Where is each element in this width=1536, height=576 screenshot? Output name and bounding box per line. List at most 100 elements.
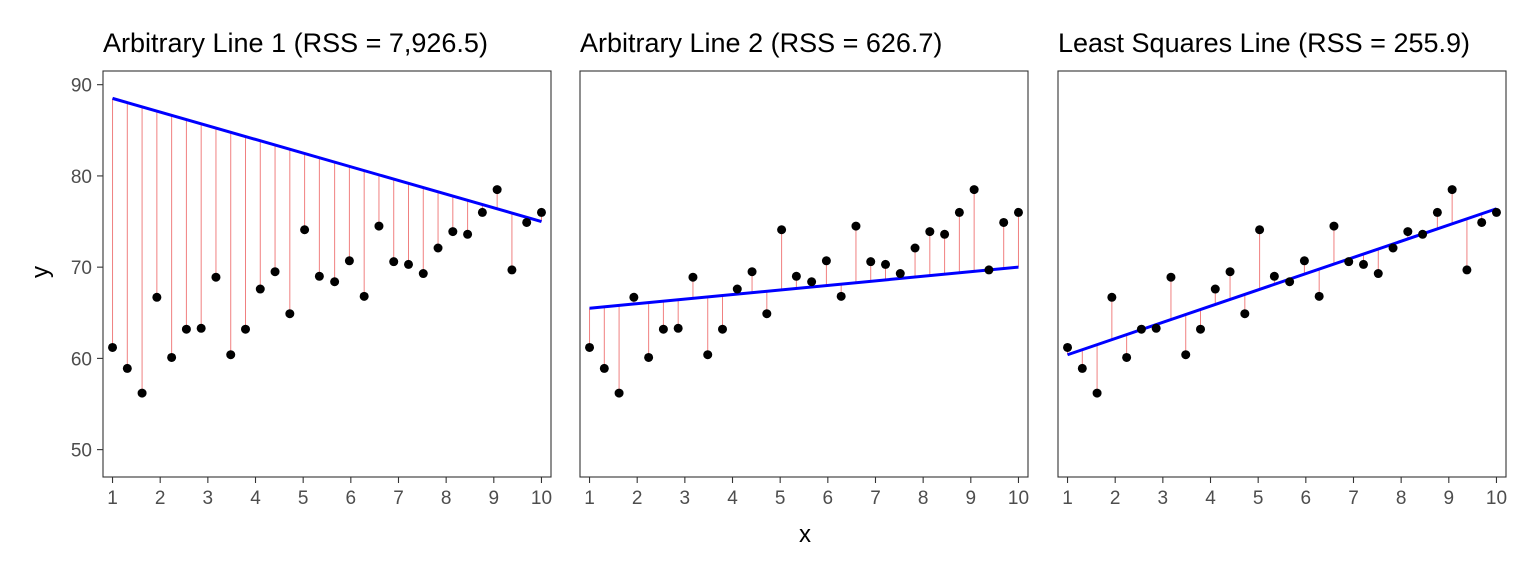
data-point: [1013, 207, 1023, 217]
data-point: [211, 272, 221, 282]
data-point: [629, 292, 639, 302]
data-point: [673, 323, 683, 333]
data-point: [718, 324, 728, 334]
data-point: [1285, 277, 1295, 287]
x-tick-label: 9: [489, 488, 500, 509]
data-point: [747, 267, 757, 277]
x-tick-label: 8: [441, 488, 452, 509]
data-point: [1418, 229, 1428, 239]
data-point: [1181, 350, 1191, 360]
data-point: [477, 207, 487, 217]
data-point: [1269, 271, 1279, 281]
x-tick-label: 4: [1205, 488, 1216, 509]
x-tick-label: 8: [918, 488, 929, 509]
data-point: [314, 271, 324, 281]
x-tick-label: 7: [393, 488, 404, 509]
data-point: [984, 265, 994, 275]
data-point: [1136, 324, 1146, 334]
data-point: [403, 259, 413, 269]
data-point: [1077, 363, 1087, 373]
data-point: [821, 256, 831, 266]
data-point: [658, 324, 668, 334]
data-point: [969, 185, 979, 195]
data-point: [463, 229, 473, 239]
x-axis-title: x: [799, 521, 811, 548]
y-tick-label: 70: [71, 258, 92, 279]
data-point: [1255, 225, 1265, 235]
data-point: [585, 342, 595, 352]
data-point: [1225, 267, 1235, 277]
data-point: [226, 350, 236, 360]
x-tick-label: 3: [203, 488, 214, 509]
data-point: [1403, 227, 1413, 237]
x-tick-label: 6: [1301, 488, 1312, 509]
data-point: [1447, 185, 1457, 195]
data-point: [108, 342, 118, 352]
panel-border: [102, 70, 552, 478]
data-point: [614, 388, 624, 398]
data-point: [1314, 291, 1324, 301]
data-point: [300, 225, 310, 235]
data-point: [536, 207, 546, 217]
data-point: [389, 257, 399, 267]
data-point: [1122, 352, 1132, 362]
data-point: [1166, 272, 1176, 282]
data-point: [1491, 207, 1501, 217]
panel-title: Arbitrary Line 1 (RSS = 7,926.5): [103, 28, 488, 58]
x-tick-label: 10: [1008, 488, 1029, 509]
x-tick-label: 2: [155, 488, 166, 509]
y-axis-title: y: [27, 266, 54, 278]
data-point: [374, 221, 384, 231]
data-point: [522, 217, 532, 227]
data-point: [1196, 324, 1206, 334]
data-point: [448, 227, 458, 237]
data-point: [807, 277, 817, 287]
x-tick-label: 10: [531, 488, 552, 509]
data-point: [1107, 292, 1117, 302]
x-tick-label: 5: [775, 488, 786, 509]
data-point: [1373, 269, 1383, 279]
data-point: [285, 309, 295, 319]
x-tick-label: 4: [727, 488, 738, 509]
data-point: [418, 269, 428, 279]
x-tick-label: 3: [1158, 488, 1169, 509]
data-point: [762, 309, 772, 319]
data-point: [433, 243, 443, 253]
data-point: [1432, 207, 1442, 217]
panel-title: Least Squares Line (RSS = 255.9): [1058, 28, 1470, 58]
data-point: [703, 350, 713, 360]
panel-3: Least Squares Line (RSS = 255.9) 1 2 3 4 5 6 7 8…: [1057, 28, 1507, 509]
data-point: [999, 217, 1009, 227]
data-point: [925, 227, 935, 237]
x-tick-label: 5: [1253, 488, 1264, 509]
fit-line: [112, 96, 542, 223]
x-tick-label: 1: [584, 488, 595, 509]
data-point: [688, 272, 698, 282]
x-tick-label: 3: [680, 488, 691, 509]
data-point: [1151, 323, 1161, 333]
data-point: [1240, 309, 1250, 319]
x-tick-label: 6: [823, 488, 834, 509]
data-point: [1329, 221, 1339, 231]
data-point: [330, 277, 340, 287]
x-tick-label: 4: [250, 488, 261, 509]
data-point: [732, 284, 742, 294]
fit-line: [589, 265, 1019, 310]
x-tick-label: 7: [1348, 488, 1359, 509]
data-point: [1210, 284, 1220, 294]
data-point: [940, 229, 950, 239]
x-tick-label: 2: [632, 488, 643, 509]
data-point: [1477, 217, 1487, 227]
data-point: [1388, 243, 1398, 253]
data-point: [1358, 259, 1368, 269]
x-tick-label: 9: [966, 488, 977, 509]
data-point: [1092, 388, 1102, 398]
data-point: [895, 269, 905, 279]
data-point: [359, 291, 369, 301]
data-point: [836, 291, 846, 301]
x-tick-label: 2: [1110, 488, 1121, 509]
data-point: [167, 352, 177, 362]
x-tick-label: 7: [870, 488, 881, 509]
data-point: [1063, 342, 1073, 352]
